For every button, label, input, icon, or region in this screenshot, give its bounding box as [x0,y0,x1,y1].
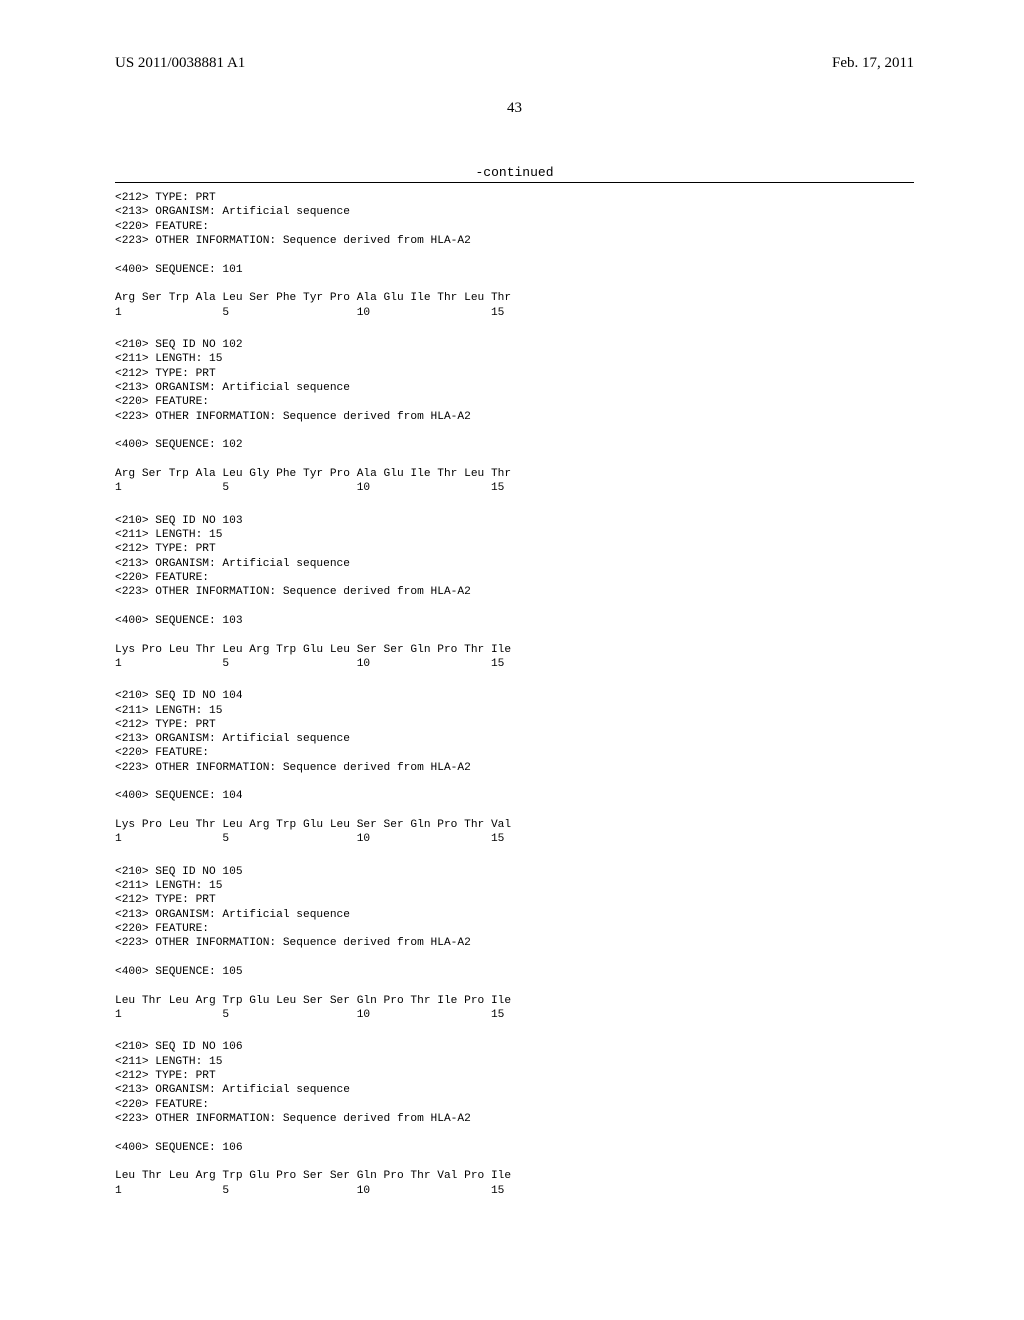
continued-label: -continued [115,165,914,180]
page-header: US 2011/0038881 A1 Feb. 17, 2011 [115,55,914,72]
sequence-block: <210> SEQ ID NO 105 <211> LENGTH: 15 <21… [115,865,914,1023]
sequence-block: <210> SEQ ID NO 104 <211> LENGTH: 15 <21… [115,689,914,847]
sequence-block: <210> SEQ ID NO 103 <211> LENGTH: 15 <21… [115,514,914,672]
publication-date: Feb. 17, 2011 [832,55,914,72]
sequence-block: <212> TYPE: PRT <213> ORGANISM: Artifici… [115,191,914,320]
page-number: 43 [115,100,914,117]
divider-top [115,182,914,183]
page-container: US 2011/0038881 A1 Feb. 17, 2011 43 -con… [0,0,1024,1256]
sequence-block: <210> SEQ ID NO 102 <211> LENGTH: 15 <21… [115,338,914,496]
sequence-listing: <212> TYPE: PRT <213> ORGANISM: Artifici… [115,191,914,1198]
sequence-block: <210> SEQ ID NO 106 <211> LENGTH: 15 <21… [115,1040,914,1198]
publication-number: US 2011/0038881 A1 [115,55,245,72]
